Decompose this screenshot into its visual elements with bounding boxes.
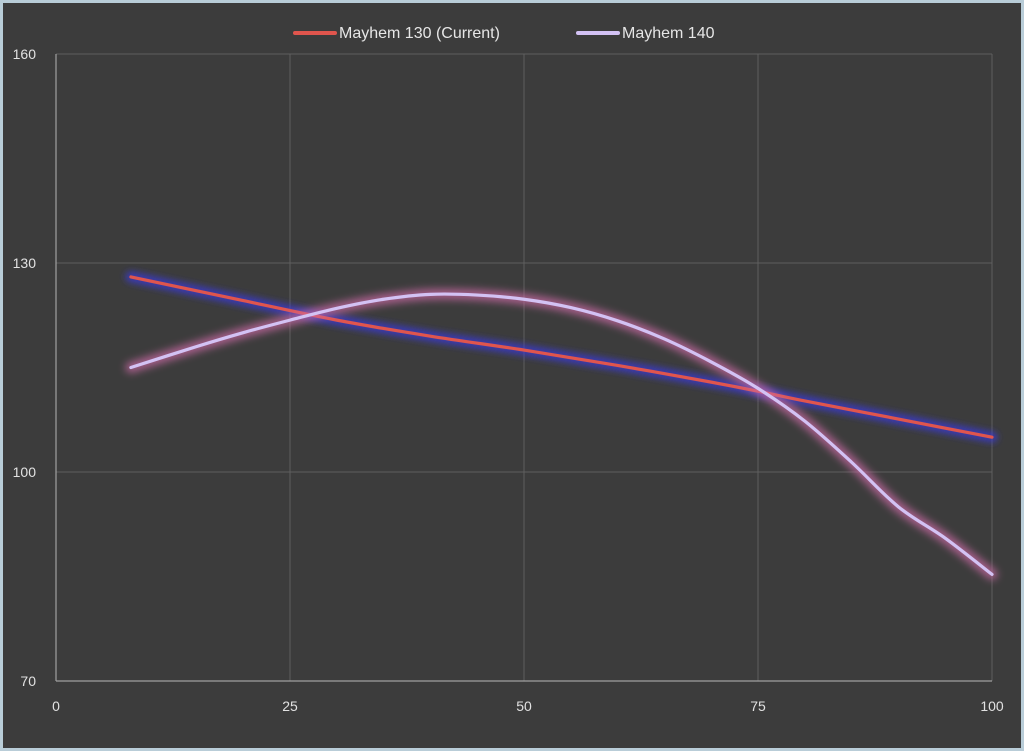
line-chart: 0 25 50 75 100 70 100 130 160 Mayhem 130 (Curren…	[13, 25, 1004, 714]
legend-label-2: Mayhem 140	[622, 25, 715, 42]
x-tick-label: 25	[282, 698, 298, 714]
x-tick-label: 50	[516, 698, 532, 714]
y-tick-label: 130	[13, 255, 37, 271]
series-glow-2	[125, 288, 998, 580]
y-tick-label: 100	[13, 464, 37, 480]
x-tick-label: 75	[750, 698, 766, 714]
x-tick-label: 0	[52, 698, 60, 714]
series-line-2	[129, 292, 994, 577]
series-line-1	[129, 275, 994, 439]
y-tick-label: 160	[13, 46, 37, 62]
y-tick-label: 70	[20, 673, 36, 689]
grid	[56, 53, 993, 681]
x-tick-label: 100	[980, 698, 1004, 714]
series-lines	[125, 271, 998, 580]
axes: 0 25 50 75 100 70 100 130 160	[13, 46, 1004, 714]
legend-label-1: Mayhem 130 (Current)	[339, 25, 500, 42]
legend: Mayhem 130 (Current) Mayhem 140	[293, 25, 715, 42]
